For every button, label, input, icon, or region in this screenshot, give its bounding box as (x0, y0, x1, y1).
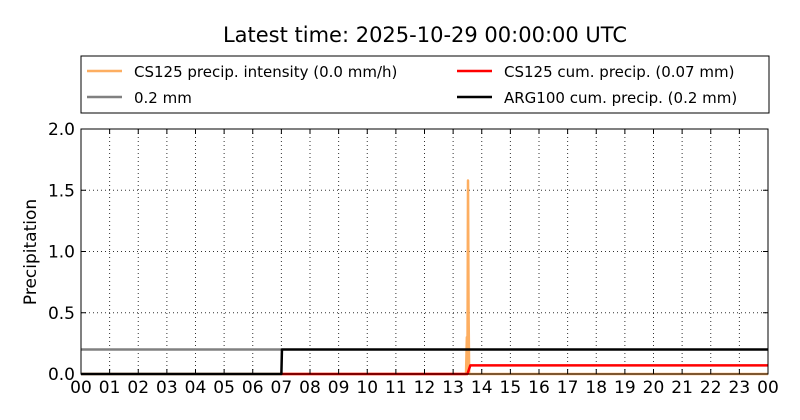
x-tick-label: 15 (500, 378, 522, 398)
series-layer (81, 179, 768, 376)
x-tick-label: 20 (643, 378, 665, 398)
legend-frame (80, 55, 770, 114)
x-tick-label: 14 (471, 378, 493, 398)
x-tick-label: 16 (528, 378, 550, 398)
legend: CS125 precip. intensity (0.0 mm/h) CS125 … (80, 55, 770, 114)
x-tick-label: 10 (356, 378, 378, 398)
legend-label: 0.2 mm (134, 89, 192, 107)
series-line-1 (281, 364, 768, 376)
x-tick-label: 18 (585, 378, 607, 398)
x-tick-label: 21 (671, 378, 693, 398)
x-tick-label: 22 (700, 378, 722, 398)
chart-title: Latest time: 2025-10-29 00:00:00 UTC (223, 23, 627, 47)
x-tick-label: 09 (328, 378, 350, 398)
x-tick-label: 07 (271, 378, 293, 398)
x-tick-label: 00 (757, 378, 779, 398)
x-tick-label: 02 (127, 378, 149, 398)
y-tick-label: 1.0 (48, 243, 75, 263)
x-tick-label: 06 (242, 378, 264, 398)
legend-label: CS125 cum. precip. (0.07 mm) (504, 63, 734, 81)
y-tick-label: 0.0 (48, 365, 75, 385)
x-tick-label: 12 (414, 378, 436, 398)
grid (81, 129, 768, 374)
y-tick-label: 2.0 (48, 120, 75, 140)
y-tick-label: 1.5 (48, 181, 75, 201)
legend-label: ARG100 cum. precip. (0.2 mm) (504, 89, 737, 107)
x-tick-label: 00 (70, 378, 92, 398)
x-tick-label: 23 (729, 378, 751, 398)
y-axis-label: Precipitation (21, 199, 41, 305)
series-line-0 (81, 179, 768, 376)
x-tick-label: 11 (385, 378, 407, 398)
x-tick-label: 19 (614, 378, 636, 398)
ticks: 00 01 02 03 04 05 06 07 08 09 10 11 12 13 14 15 16 17 18 19… (48, 120, 779, 398)
x-tick-label: 03 (156, 378, 178, 398)
x-tick-label: 05 (213, 378, 235, 398)
x-tick-label: 04 (185, 378, 207, 398)
x-tick-label: 08 (299, 378, 321, 398)
y-tick-label: 0.5 (48, 304, 75, 324)
x-tick-label: 01 (99, 378, 121, 398)
x-tick-label: 17 (557, 378, 579, 398)
x-tick-label: 13 (442, 378, 464, 398)
legend-label: CS125 precip. intensity (0.0 mm/h) (134, 63, 397, 81)
